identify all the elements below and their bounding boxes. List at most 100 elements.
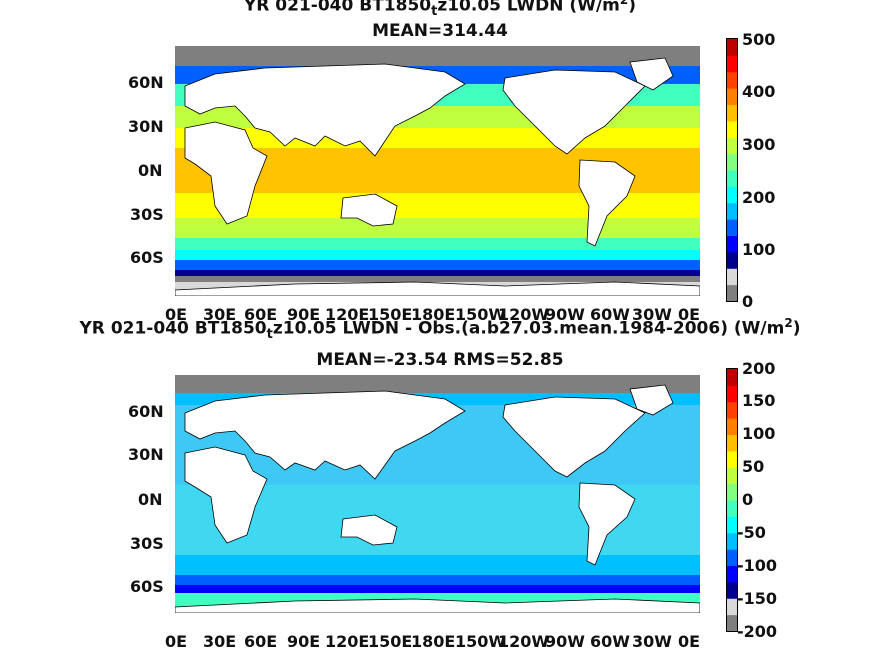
panel2-map xyxy=(175,375,700,613)
colorbar-segment xyxy=(727,434,737,452)
colorbar-segment xyxy=(727,418,737,435)
panel1-title-c: ) xyxy=(628,0,637,16)
panel1-lon-label: 180E xyxy=(411,305,456,324)
colorbar-segment xyxy=(727,55,737,73)
panel1-lon-label: 150W xyxy=(455,305,507,324)
panel1-lat-30n: 30N xyxy=(128,117,164,136)
panel2-lon-label: 180E xyxy=(411,632,456,651)
panel2-cbar-label: -50 xyxy=(737,523,766,542)
panel1-title-a: YR 021-040 BT1850 xyxy=(243,0,432,16)
panel2-lat-60s: 60S xyxy=(130,577,164,596)
panel1-lon-label: 30E xyxy=(203,305,237,324)
colorbar-segment xyxy=(727,369,737,386)
colorbar-segment xyxy=(727,251,737,269)
colorbar-segment xyxy=(727,71,737,89)
panel1-lat-0n: 0N xyxy=(138,161,163,180)
panel2-lat-0n: 0N xyxy=(138,490,163,509)
panel2-band-arctic xyxy=(175,375,700,393)
colorbar-segment xyxy=(727,39,737,56)
panel2-lon-label: 90E xyxy=(287,632,321,651)
panel2-cbar-label: 0 xyxy=(742,490,754,509)
panel2-lon-label: 90W xyxy=(545,632,585,651)
panel1-lon-label: 120E xyxy=(325,305,370,324)
colorbar-segment xyxy=(727,450,737,468)
panel1-lon-label: 90E xyxy=(287,305,321,324)
colorbar-segment xyxy=(727,581,737,599)
colorbar-segment xyxy=(727,235,737,253)
panel1-cbar-label: 200 xyxy=(742,188,776,207)
panel1-lon-label: 120W xyxy=(498,305,550,324)
panel1-lon-label: 0E xyxy=(678,305,701,324)
panel2-title-sub: t xyxy=(266,327,273,343)
panel2-cbar-label: -150 xyxy=(737,589,778,608)
panel2-lon-label: 120E xyxy=(325,632,370,651)
panel1-title: YR 021-040 BT1850tz10.05 LWDN (W/m2) xyxy=(180,0,700,19)
panel1-cbar-label: 0 xyxy=(742,292,754,311)
panel1-title-sup: 2 xyxy=(619,0,629,7)
panel1-title-sub: t xyxy=(431,4,438,20)
panel2-cbar-label: 200 xyxy=(742,359,776,378)
colorbar-segment xyxy=(727,186,737,204)
panel2-cbar-label: 150 xyxy=(742,391,776,410)
panel2-lon-label: 0E xyxy=(678,632,701,651)
colorbar-segment xyxy=(727,137,737,155)
colorbar-segment xyxy=(727,516,737,534)
panel2-lon-label: 150W xyxy=(455,632,507,651)
panel2-lat-30s: 30S xyxy=(130,534,164,553)
panel1-lon-label: 90W xyxy=(545,305,585,324)
panel1-band-arctic xyxy=(175,46,700,66)
colorbar-segment xyxy=(727,549,737,566)
panel2-lat-30n: 30N xyxy=(128,445,164,464)
panel2-lon-label: 30E xyxy=(203,632,237,651)
colorbar-segment xyxy=(727,88,737,105)
panel1-cbar-label: 300 xyxy=(742,135,776,154)
panel1-lon-label: 0E xyxy=(165,305,188,324)
panel1-lon-label: 30W xyxy=(632,305,672,324)
colorbar-segment xyxy=(727,385,737,403)
panel2-stat: MEAN=-23.54 RMS=52.85 xyxy=(316,350,564,370)
panel2-lon-label: 60E xyxy=(244,632,278,651)
colorbar-segment xyxy=(727,170,737,187)
panel1-cbar-label: 100 xyxy=(742,240,776,259)
panel1-cbar-label: 500 xyxy=(742,30,776,49)
panel2-cbar-label: 100 xyxy=(742,424,776,443)
colorbar-segment xyxy=(727,153,737,171)
colorbar-segment xyxy=(727,219,737,236)
panel1-cbar-label: 400 xyxy=(742,82,776,101)
panel1-lat-60s: 60S xyxy=(130,248,164,267)
colorbar-segment xyxy=(727,104,737,122)
panel2-lon-label: 150E xyxy=(368,632,413,651)
colorbar-segment xyxy=(727,120,737,138)
colorbar-segment xyxy=(727,401,737,419)
panel2-title-b: z10.05 LWDN - Obs.(a.b27.03.mean.1984-20… xyxy=(272,318,785,339)
colorbar-segment xyxy=(727,532,737,550)
colorbar-segment xyxy=(727,284,737,301)
panel1-lon-label: 60W xyxy=(590,305,630,324)
panel2-cbar-label: 50 xyxy=(742,457,765,476)
panel2-lon-label: 120W xyxy=(498,632,550,651)
panel2-colorbar xyxy=(726,368,738,632)
panel2-title: YR 021-040 BT1850tz10.05 LWDN - Obs.(a.b… xyxy=(45,316,835,342)
colorbar-segment xyxy=(727,565,737,583)
panel1-lon-label: 60E xyxy=(244,305,278,324)
panel2-title-a: YR 021-040 BT1850 xyxy=(79,318,267,339)
panel1-colorbar xyxy=(726,38,738,302)
colorbar-segment xyxy=(727,202,737,220)
panel1-stat: MEAN=314.44 xyxy=(372,21,508,41)
panel2-cbar-label: -100 xyxy=(737,556,778,575)
panel1-lon-label: 150E xyxy=(368,305,413,324)
panel1-lat-60n: 60N xyxy=(128,73,164,92)
colorbar-segment xyxy=(727,500,737,517)
panel1-lat-30s: 30S xyxy=(130,205,164,224)
panel2-lon-label: 0E xyxy=(165,632,188,651)
panel2-lon-label: 60W xyxy=(590,632,630,651)
panel2-lon-label: 30W xyxy=(632,632,672,651)
colorbar-segment xyxy=(727,467,737,485)
colorbar-segment xyxy=(727,614,737,631)
panel2-lat-60n: 60N xyxy=(128,402,164,421)
panel2-title-c: ) xyxy=(792,318,801,339)
panel1-map xyxy=(175,46,700,296)
panel1-title-b: z10.05 LWDN (W/m xyxy=(437,0,620,16)
colorbar-segment xyxy=(727,483,737,501)
